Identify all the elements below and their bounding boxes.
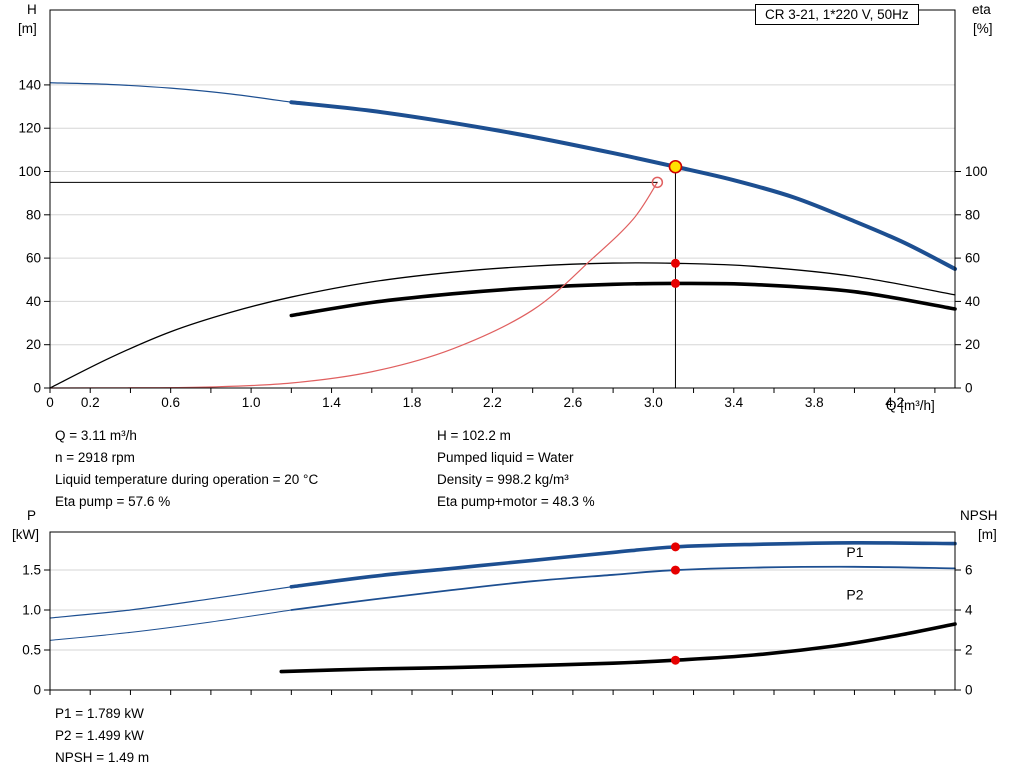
p1-curve-thin: [49, 586, 292, 619]
x-tick-label: 3.4: [724, 395, 743, 410]
x-tick-label: 0.2: [81, 395, 100, 410]
p1-readout: P1 = 1.789 kW: [55, 706, 144, 721]
p2-curve: [290, 565, 956, 611]
y-left-tick-label: 120: [18, 121, 41, 136]
head-curve-thin: [49, 82, 292, 103]
eta-pump-point[interactable]: [670, 258, 680, 268]
x-tick-label: 3.8: [805, 395, 824, 410]
npsh-axis-unit: [m]: [978, 527, 997, 542]
x-tick-label: 2.6: [563, 395, 582, 410]
x-tick-label: 1.4: [322, 395, 341, 410]
flow-readout: Q = 3.11 m³/h: [55, 428, 137, 443]
y-left-tick-label: 0: [33, 381, 41, 396]
y-right-tick-label: 40: [965, 294, 980, 309]
y-right-tick-label: 2: [965, 643, 973, 658]
y-right-tick-label: 80: [965, 207, 980, 222]
duty-readout-right: H = 102.2 m Pumped liquid = Water Densit…: [437, 425, 595, 513]
y-left-tick-label: 20: [26, 337, 41, 352]
head-efficiency-chart[interactable]: 0 20 40 60 80 100 120 140 0 20 40 60 80 100 0 0.2 0.6 1.0…: [0, 0, 1024, 420]
y-left-tick-label: 0: [33, 683, 41, 698]
plot-frame: [49, 9, 956, 389]
h-axis-unit: [m]: [18, 21, 37, 36]
npsh-curve: [279, 622, 957, 674]
x-tick-label: 3.0: [644, 395, 663, 410]
duty-point[interactable]: [668, 159, 683, 174]
y-right-tick-label: 100: [965, 164, 988, 179]
p1-point[interactable]: [670, 542, 680, 552]
x-tick-label: 1.8: [403, 395, 422, 410]
y-left-tick-label: 0.5: [22, 643, 41, 658]
p-axis-title: P: [27, 508, 37, 523]
x-tick-label: 1.0: [242, 395, 261, 410]
p2-curve-thin: [49, 609, 292, 641]
speed-readout: n = 2918 rpm: [55, 450, 135, 465]
y-left-tick-label: 100: [18, 164, 41, 179]
y-right-tick-label: 0: [965, 381, 973, 396]
y-right-tick-label: 6: [965, 563, 973, 578]
npsh-point[interactable]: [670, 655, 680, 665]
npsh-axis-title: NPSH: [960, 508, 998, 523]
pump-title-box: CR 3-21, 1*220 V, 50Hz: [755, 4, 919, 25]
head-readout: H = 102.2 m: [437, 428, 511, 443]
plot-frame: [49, 531, 956, 691]
y-left-tick-label: 40: [26, 294, 41, 309]
p2-readout: P2 = 1.499 kW: [55, 728, 144, 743]
x-tick-label: 4.2: [885, 395, 904, 410]
y-right-tick-label: 0: [965, 683, 973, 698]
power-readout: P1 = 1.789 kW P2 = 1.499 kW NPSH = 1.49 …: [55, 703, 149, 769]
pumped-liquid-readout: Pumped liquid = Water: [437, 450, 574, 465]
liquid-temp-readout: Liquid temperature during operation = 20…: [55, 472, 319, 487]
p-axis-unit: [kW]: [12, 527, 39, 542]
eta-total-readout: Eta pump+motor = 48.3 %: [437, 494, 595, 509]
p2-label: P2: [846, 587, 863, 603]
eta-pump-motor-point[interactable]: [670, 278, 680, 288]
y-left-tick-label: 1.5: [22, 563, 41, 578]
p1-curve: [289, 540, 957, 589]
eta-axis-unit: [%]: [973, 21, 993, 36]
y-right-tick-label: 60: [965, 251, 980, 266]
x-tick-label: 0: [46, 395, 54, 410]
q-axis-title: Q [m³/h]: [886, 398, 935, 413]
rated-point-open-circle[interactable]: [651, 176, 664, 189]
y-right-tick-label: 20: [965, 337, 980, 352]
y-right-tick-label: 4: [965, 603, 973, 618]
y-left-tick-label: 80: [26, 207, 41, 222]
density-readout: Density = 998.2 kg/m³: [437, 472, 569, 487]
p2-point[interactable]: [670, 565, 680, 575]
x-tick-label: 0.6: [161, 395, 180, 410]
y-left-tick-label: 1.0: [22, 603, 41, 618]
p1-label: P1: [846, 544, 863, 560]
h-axis-title: H: [27, 2, 37, 17]
eta-pump-motor-curve: [289, 281, 957, 318]
duty-readout-left: Q = 3.11 m³/h n = 2918 rpm Liquid temper…: [55, 425, 318, 513]
eta-pump-curve: [49, 262, 956, 389]
y-left-tick-label: 140: [18, 77, 41, 92]
eta-pump-readout: Eta pump = 57.6 %: [55, 494, 171, 509]
npsh-readout: NPSH = 1.49 m: [55, 750, 150, 765]
head-curve: [289, 100, 957, 271]
power-npsh-chart[interactable]: 0 0.5 1.0 1.5 0 2 4 6 P1 P2: [0, 515, 1024, 715]
x-tick-label: 2.2: [483, 395, 502, 410]
y-left-tick-label: 60: [26, 251, 41, 266]
eta-axis-title: eta: [972, 2, 991, 17]
